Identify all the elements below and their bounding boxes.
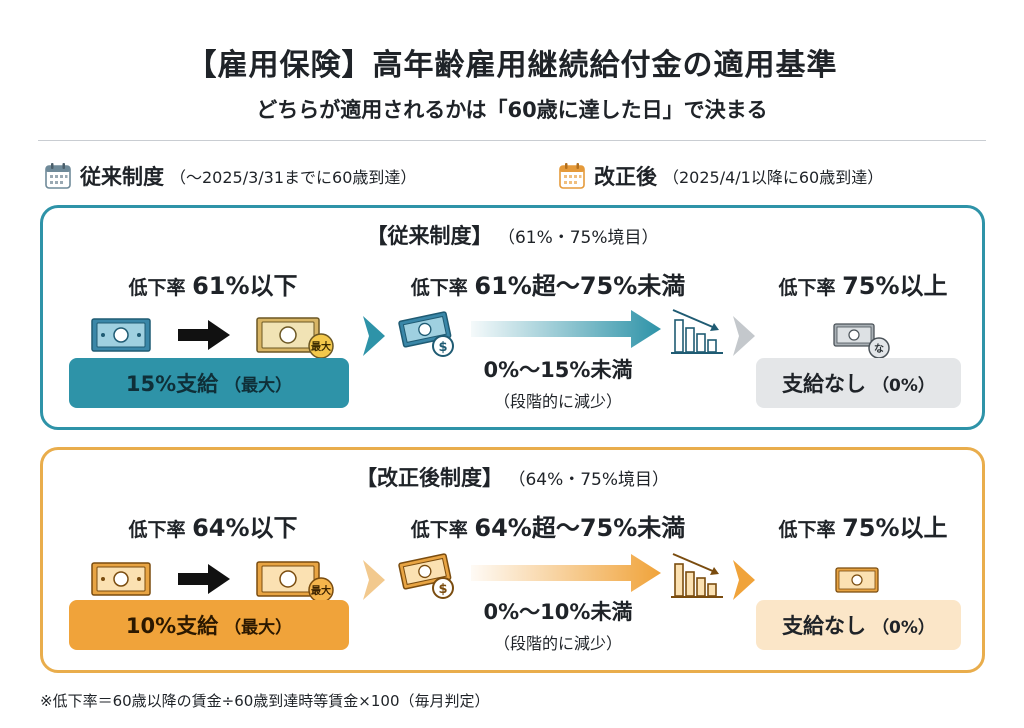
chevron-right-icon bbox=[733, 560, 755, 600]
arrow-right-icon bbox=[178, 564, 230, 594]
arrow-right-icon bbox=[178, 320, 230, 350]
no-payment-note: （0%） bbox=[872, 617, 935, 638]
chevron-right-icon bbox=[363, 560, 385, 600]
rate-label-col2: 低下率 61%超〜75%未満 bbox=[373, 266, 723, 301]
rate-value: 75%以上 bbox=[842, 514, 948, 542]
legend-new-note: （2025/4/1以降に60歳到達） bbox=[663, 168, 884, 187]
max-badge-text: 最大 bbox=[311, 584, 331, 597]
legend-new-label: 改正後 bbox=[594, 165, 657, 189]
payment-pill: 15%支給 （最大） bbox=[69, 358, 349, 408]
panel-title: 【改正後制度】 （64%・75%境目） bbox=[43, 462, 982, 492]
rate-label-col3: 低下率 75%以上 bbox=[748, 266, 978, 301]
panel-threshold: （64%・75%境目） bbox=[516, 470, 670, 490]
rate-label-col2: 低下率 64%超〜75%未満 bbox=[373, 508, 723, 543]
no-payment-note: （0%） bbox=[872, 375, 935, 396]
declining-bars-icon bbox=[671, 309, 723, 354]
money-coin-icon: $ bbox=[398, 553, 454, 599]
payment-main: 10%支給 bbox=[125, 614, 219, 638]
rate-label: 低下率 bbox=[128, 519, 186, 541]
banknote-icon bbox=[91, 318, 151, 352]
payment-main: 15%支給 bbox=[125, 372, 219, 396]
rate-value: 75%以上 bbox=[842, 272, 948, 300]
no-payment-main: 支給なし bbox=[782, 372, 867, 396]
range-note: （段階的に減少） bbox=[493, 392, 622, 411]
footnote: ※低下率＝60歳以降の賃金÷60歳到達時等賃金×100（毎月判定） bbox=[40, 692, 490, 710]
declining-bars-icon bbox=[671, 553, 723, 598]
rate-label: 低下率 bbox=[778, 519, 836, 541]
banknote-none-icon: な bbox=[833, 323, 890, 359]
rate-value: 64%以下 bbox=[192, 514, 298, 542]
svg-text:$: $ bbox=[438, 582, 447, 597]
rate-label: 低下率 bbox=[410, 519, 468, 541]
panel-title: 【従来制度】 （61%・75%境目） bbox=[43, 220, 982, 250]
legend-old-label: 従来制度 bbox=[80, 165, 164, 189]
header-divider bbox=[38, 140, 986, 141]
chevron-right-icon bbox=[733, 316, 755, 356]
no-payment-main: 支給なし bbox=[782, 614, 867, 638]
panel-title-text: 【改正後制度】 bbox=[355, 466, 503, 490]
page-subtitle: どちらが適用されるかは「60歳に達した日」で決まる bbox=[256, 98, 768, 122]
rate-value: 64%超〜75%未満 bbox=[474, 514, 686, 542]
banknote-max-icon: 最大 bbox=[256, 561, 334, 603]
range-note: （段階的に減少） bbox=[493, 634, 622, 653]
rate-value: 61%超〜75%未満 bbox=[474, 272, 686, 300]
none-badge-text: な bbox=[874, 343, 884, 355]
rate-label: 低下率 bbox=[410, 277, 468, 299]
money-coin-icon: $ bbox=[398, 311, 454, 357]
payment-pill: 10%支給 （最大） bbox=[69, 600, 349, 650]
banknote-max-icon: 最大 bbox=[256, 317, 334, 359]
rate-value: 61%以下 bbox=[192, 272, 298, 300]
payment-note: （最大） bbox=[224, 375, 293, 396]
rate-label: 低下率 bbox=[128, 277, 186, 299]
gradient-arrow-icon bbox=[471, 310, 661, 348]
page-title: 【雇用保険】高年齢雇用継続給付金の適用基準 bbox=[186, 48, 838, 83]
rate-label: 低下率 bbox=[778, 277, 836, 299]
payment-note: （最大） bbox=[224, 617, 293, 638]
chevron-right-icon bbox=[363, 316, 385, 356]
gradient-arrow-icon bbox=[471, 554, 661, 592]
no-payment-pill: 支給なし （0%） bbox=[756, 358, 961, 408]
calendar-icon bbox=[559, 163, 585, 189]
old-system-panel: 【従来制度】 （61%・75%境目） 低下率 61%以下 低下率 61%超〜75%… bbox=[40, 205, 985, 430]
panel-threshold: （61%・75%境目） bbox=[506, 228, 659, 248]
max-badge-text: 最大 bbox=[311, 340, 331, 353]
svg-text:$: $ bbox=[438, 340, 447, 355]
rate-label-col3: 低下率 75%以上 bbox=[748, 508, 978, 543]
new-system-panel: 【改正後制度】 （64%・75%境目） 低下率 64%以下 低下率 64%超〜75… bbox=[40, 447, 985, 673]
legend-new-system: 改正後 （2025/4/1以降に60歳到達） bbox=[558, 161, 883, 191]
no-payment-pill: 支給なし （0%） bbox=[756, 600, 961, 650]
calendar-icon bbox=[45, 163, 71, 189]
banknote-icon bbox=[91, 562, 151, 596]
rate-label-col1: 低下率 61%以下 bbox=[73, 266, 353, 301]
legend-old-note: （〜2025/3/31までに60歳到達） bbox=[170, 168, 417, 187]
range-label: 0%〜10%未満 bbox=[483, 600, 633, 624]
banknote-small-icon bbox=[835, 567, 879, 593]
panel-title-text: 【従来制度】 bbox=[366, 224, 493, 248]
rate-label-col1: 低下率 64%以下 bbox=[73, 508, 353, 543]
legend-old-system: 従来制度 （〜2025/3/31までに60歳到達） bbox=[44, 161, 416, 191]
range-label: 0%〜15%未満 bbox=[483, 358, 633, 382]
